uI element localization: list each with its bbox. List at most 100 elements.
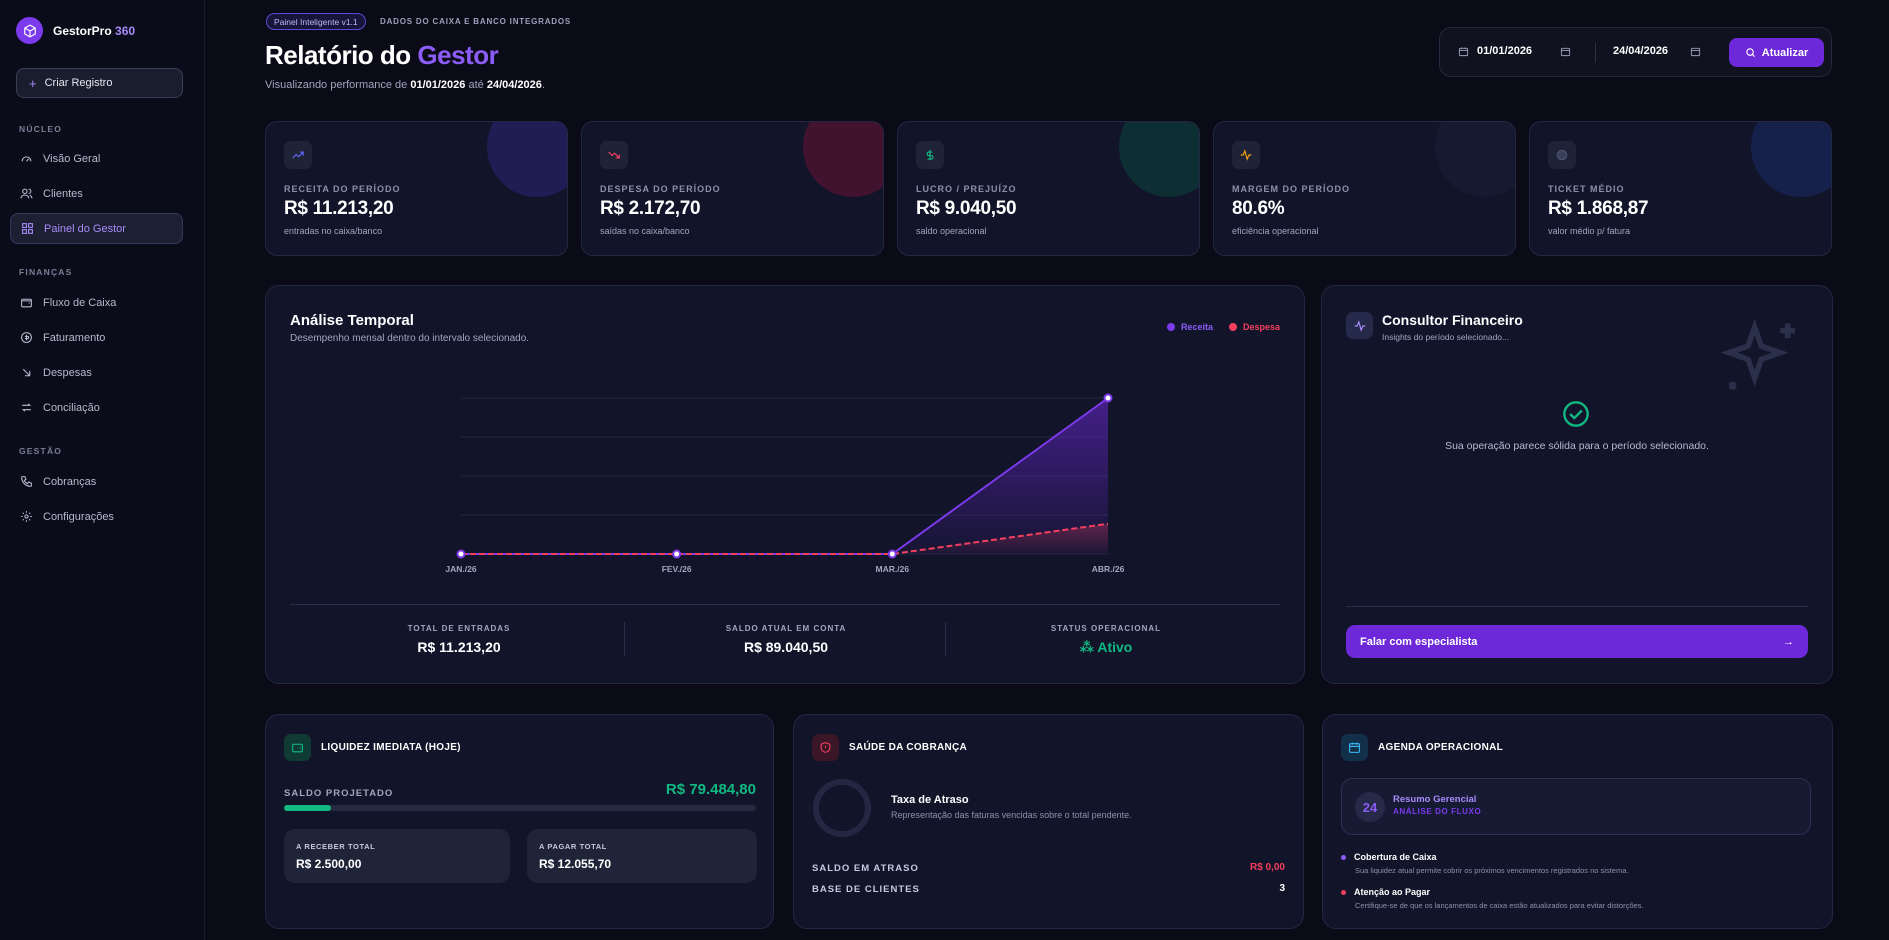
sidebar-item-cobrancas[interactable]: Cobranças: [10, 466, 183, 497]
check-circle-icon: [1563, 401, 1589, 427]
legend-item-despesa[interactable]: Despesa: [1228, 322, 1280, 332]
x-tick-label: JAN./26: [445, 564, 476, 574]
coin-icon: [21, 332, 32, 343]
data-point: [887, 549, 897, 559]
kpi-card-margem: MARGEM DO PERÍODO 80.6% eficiência opera…: [1213, 121, 1516, 256]
section-label-gestao: GESTÃO: [19, 446, 63, 456]
stat-divider: [945, 622, 946, 656]
sidebar-item-fluxo-de-caixa[interactable]: Fluxo de Caixa: [10, 287, 183, 318]
liquidity-title: LIQUIDEZ IMEDIATA (HOJE): [321, 742, 461, 753]
kpi-card-lucro: LUCRO / PREJUÍZO R$ 9.040,50 saldo opera…: [897, 121, 1200, 256]
collection-health-panel: SAÚDE DA COBRANÇA Taxa de Atraso Represe…: [793, 714, 1304, 929]
liquidity-progress-track: [284, 805, 756, 811]
kpi-label: TICKET MÉDIO: [1548, 184, 1625, 194]
wallet-icon: [21, 298, 32, 308]
page-subtitle: Visualizando performance de 01/01/2026 a…: [265, 79, 545, 91]
financial-consultant-panel: Consultor Financeiro Insights do período…: [1321, 285, 1833, 684]
search-icon: [1746, 48, 1755, 58]
data-point: [1103, 393, 1113, 403]
gauge-icon: [21, 156, 32, 162]
kpi-note: saldo operacional: [916, 226, 987, 236]
series-area-1: [461, 523, 1108, 554]
stat-status-operacional: STATUS OPERACIONAL ⁂ Ativo: [1050, 624, 1162, 655]
projected-balance-label: SALDO PROJETADO: [284, 788, 394, 799]
card-glow: [1751, 122, 1831, 197]
arrow-down-right-icon: [22, 368, 31, 377]
consultant-divider: [1346, 606, 1808, 607]
refresh-label: Atualizar: [1761, 46, 1809, 59]
sidebar-item-painel-do-gestor[interactable]: Painel do Gestor: [10, 213, 183, 244]
clients-label: BASE DE CLIENTES: [812, 884, 920, 895]
sidebar-item-clientes[interactable]: Clientes: [10, 178, 183, 209]
kpi-card-receita: RECEITA DO PERÍODO R$ 11.213,20 entradas…: [265, 121, 568, 256]
agenda-panel: AGENDA OPERACIONAL 24 Resumo Gerencial A…: [1322, 714, 1833, 929]
create-record-label: Criar Registro: [44, 77, 113, 89]
rate-description: Representação das faturas vencidas sobre…: [891, 810, 1132, 820]
refresh-button[interactable]: Atualizar: [1729, 38, 1824, 67]
projected-balance-value: R$ 79.484,80: [665, 781, 756, 798]
sidebar-item-visao-geral[interactable]: Visão Geral: [10, 143, 183, 174]
sidebar-item-configuracoes[interactable]: Configurações: [10, 501, 183, 532]
consultant-subtitle: Insights do período selecionado...: [1382, 332, 1510, 342]
kpi-value: R$ 1.868,87: [1548, 198, 1649, 219]
data-point: [672, 549, 682, 559]
cube-logo-icon: [16, 17, 43, 44]
start-date-value: 01/01/2026: [1477, 45, 1533, 57]
receivable-box: A RECEBER TOTAL R$ 2.500,00: [284, 829, 510, 883]
chart-title: Análise Temporal: [290, 312, 414, 329]
trending-down-icon: [600, 141, 628, 169]
clients-value: 3: [1279, 883, 1285, 894]
sidebar-item-label: Clientes: [43, 187, 83, 200]
talk-to-specialist-button[interactable]: Falar com especialista →: [1346, 625, 1808, 658]
data-point: [456, 549, 466, 559]
sidebar-item-label: Configurações: [43, 510, 114, 523]
kpi-value: R$ 2.172,70: [600, 198, 701, 219]
wallet-icon: [284, 734, 311, 761]
swap-icon: [21, 403, 32, 412]
overdue-ring-chart: [813, 779, 871, 837]
overdue-label: SALDO EM ATRASO: [812, 863, 919, 874]
sidebar-item-faturamento[interactable]: Faturamento: [10, 322, 183, 353]
kpi-card-despesa: DESPESA DO PERÍODO R$ 2.172,70 saídas no…: [581, 121, 884, 256]
section-label-nucleo: NÚCLEO: [19, 124, 63, 134]
sidebar: GestorPro 360 + Criar Registro NÚCLEO Vi…: [0, 0, 205, 940]
date-range-bar: 01/01/2026 24/04/2026 Atualizar: [1439, 27, 1832, 77]
end-date-value: 24/04/2026: [1613, 45, 1669, 57]
kpi-note: eficiência operacional: [1232, 226, 1319, 236]
sidebar-item-label: Fluxo de Caixa: [43, 296, 117, 309]
legend-item-receita[interactable]: Receita: [1166, 322, 1213, 332]
series-line-0: [461, 397, 1109, 555]
consultant-title: Consultor Financeiro: [1382, 312, 1523, 328]
pulse-icon: [1346, 312, 1373, 339]
series-line-1: [461, 522, 1109, 555]
stat-saldo-atual: SALDO ATUAL EM CONTA R$ 89.040,50: [725, 624, 847, 655]
brand[interactable]: GestorPro 360: [16, 17, 135, 44]
sidebar-item-conciliacao[interactable]: Conciliação: [10, 392, 183, 423]
create-record-button[interactable]: + Criar Registro: [16, 68, 183, 98]
kpi-note: saídas no caixa/banco: [600, 226, 690, 236]
end-date-field[interactable]: 24/04/2026: [1613, 45, 1701, 57]
card-glow: [803, 122, 883, 197]
sparkles-icon: [1720, 318, 1795, 390]
calendar-icon: [1458, 46, 1469, 56]
day-chip: 24: [1355, 792, 1385, 822]
agenda-item: Cobertura de Caixa Sua liquidez atual pe…: [1341, 852, 1811, 875]
line-chart: JAN./26 FEV./26 MAR./26 ABR./26: [445, 393, 1125, 574]
version-badge: Painel Inteligente v1.1: [266, 13, 366, 30]
sidebar-item-despesas[interactable]: Despesas: [10, 357, 183, 388]
management-summary[interactable]: 24 Resumo Gerencial ANÁLISE DO FLUXO: [1341, 778, 1811, 835]
plus-icon: +: [29, 75, 37, 91]
kpi-label: LUCRO / PREJUÍZO: [916, 184, 1017, 194]
section-label-financas: FINANÇAS: [19, 267, 73, 277]
chart-divider: [290, 604, 1280, 605]
stat-divider: [624, 622, 625, 656]
date-separator: [1595, 43, 1596, 63]
kpi-label: RECEITA DO PERÍODO: [284, 184, 401, 194]
kpi-note: valor médio p/ fatura: [1548, 226, 1631, 236]
sidebar-item-label: Faturamento: [43, 331, 106, 344]
x-tick-label: FEV./26: [662, 564, 692, 574]
start-date-field[interactable]: 01/01/2026: [1458, 45, 1571, 57]
sidebar-item-label: Despesas: [43, 366, 92, 379]
trending-up-icon: [284, 141, 312, 169]
kpi-note: entradas no caixa/banco: [284, 226, 383, 236]
